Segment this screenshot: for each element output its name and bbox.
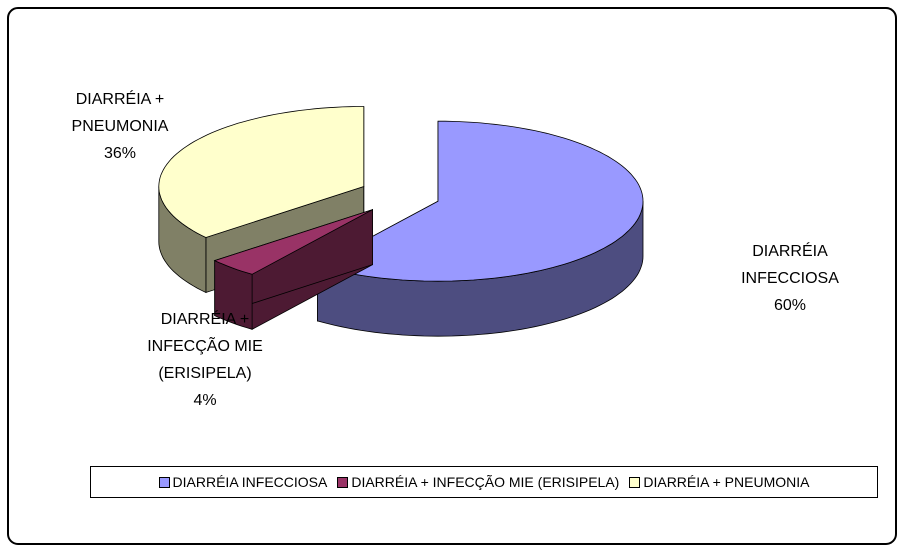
slice — [213, 209, 373, 275]
legend: DIARRÉIA INFECCIOSA DIARRÉIA + INFECÇÃO M… — [90, 466, 878, 498]
data-label-value: 4% — [193, 392, 217, 409]
data-label-name: DIARRÉIA + PNEUMONIA — [71, 91, 169, 135]
legend-swatch — [337, 476, 349, 488]
data-label-value: 60% — [773, 297, 807, 314]
data-label: DIARRÉIA + PNEUMONIA 36% — [60, 86, 180, 167]
legend-label: DIARRÉIA + INFECÇÃO MIE (ERISIPELA) — [351, 474, 620, 490]
legend-item: DIARRÉIA + INFECÇÃO MIE (ERISIPELA) — [337, 474, 619, 490]
slice — [316, 120, 644, 282]
legend-swatch — [629, 476, 641, 488]
legend-swatch — [158, 476, 170, 488]
data-label: DIARRÉIA + INFECÇÃO MIE (ERISIPELA) 4% — [140, 306, 270, 414]
data-label: DIARRÉIA INFECCIOSA 60% — [725, 238, 855, 319]
legend-label: DIARRÉIA + PNEUMONIA — [643, 474, 810, 490]
data-label-name: DIARRÉIA + INFECÇÃO MIE (ERISIPELA) — [147, 311, 263, 382]
legend-item: DIARRÉIA INFECCIOSA — [158, 474, 328, 490]
data-label-name: DIARRÉIA INFECCIOSA — [741, 243, 839, 287]
data-label-value: 36% — [103, 145, 137, 162]
legend-label: DIARRÉIA INFECCIOSA — [172, 474, 328, 490]
legend-item: DIARRÉIA + PNEUMONIA — [629, 474, 809, 490]
slice — [158, 106, 365, 238]
